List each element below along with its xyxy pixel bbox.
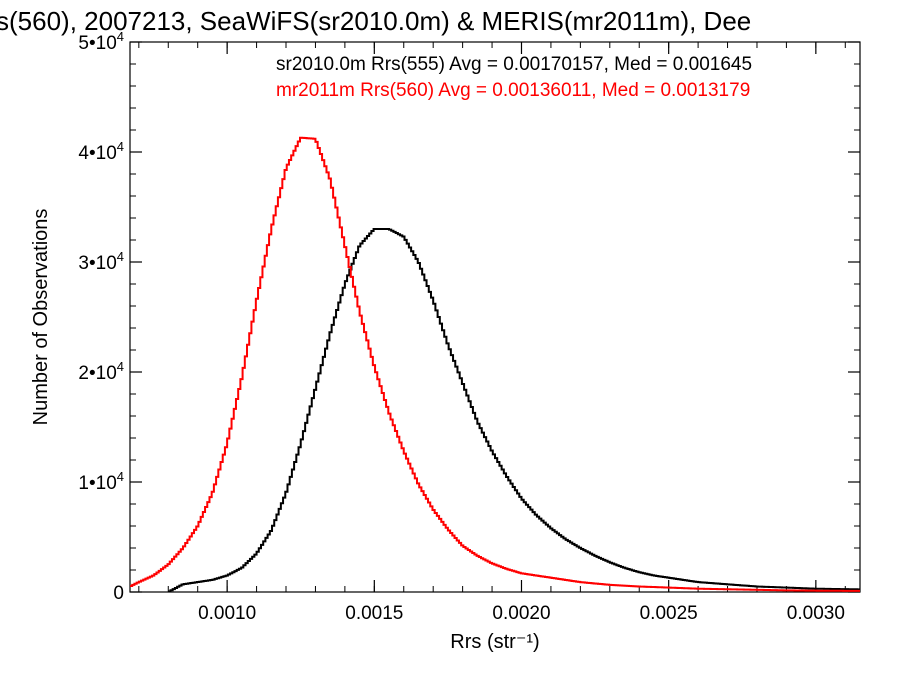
axis-ticks [130,41,860,593]
y-tick-base: 5•10 [78,33,116,54]
x-tick-label: 0.0010 [198,603,256,624]
series-line-0 [168,228,861,593]
y-axis-label: Number of Observations [30,209,52,426]
y-tick-label: 3•104 [78,249,124,274]
y-tick-label: 2•104 [78,359,124,384]
x-tick-label: 0.0015 [345,603,403,624]
x-axis-label: Rrs (str⁻¹) [450,631,539,653]
legend-entry-1: mr2011m Rrs(560) Avg = 0.00136011, Med =… [276,80,750,101]
x-tick-label: 0.0030 [787,603,845,624]
plot-area: sr2010.0m Rrs(555) Avg = 0.00170157, Med… [129,41,861,593]
series-layer [130,136,861,593]
y-tick-exponent: 4 [117,469,124,484]
y-tick-label: 0 [113,583,124,604]
y-tick-exponent: 4 [117,139,124,154]
y-tick-label: 4•104 [78,139,124,164]
y-tick-base: 2•10 [78,363,116,384]
series-line-1 [130,136,860,592]
legend-entry-0: sr2010.0m Rrs(555) Avg = 0.00170157, Med… [276,54,752,75]
chart-title: s(560), 2007213, SeaWiFS(sr2010.0m) & ME… [0,6,751,36]
y-tick-exponent: 4 [117,359,124,374]
legend: sr2010.0m Rrs(555) Avg = 0.00170157, Med… [276,54,752,101]
x-tick-label: 0.0020 [492,603,550,624]
y-tick-exponent: 4 [117,29,124,44]
y-tick-label: 5•104 [78,29,124,54]
x-axis: 0.0010 0.0015 0.0020 0.0025 0.0030 [198,603,845,624]
y-tick-base: 4•10 [78,143,116,164]
x-tick-label: 0.0025 [640,603,698,624]
y-tick-label: 1•104 [78,469,124,494]
y-tick-base: 0 [113,583,124,604]
y-tick-base: 1•10 [78,473,116,494]
y-tick-exponent: 4 [117,249,124,264]
y-tick-base: 3•10 [78,253,116,274]
plot-frame [129,41,861,593]
